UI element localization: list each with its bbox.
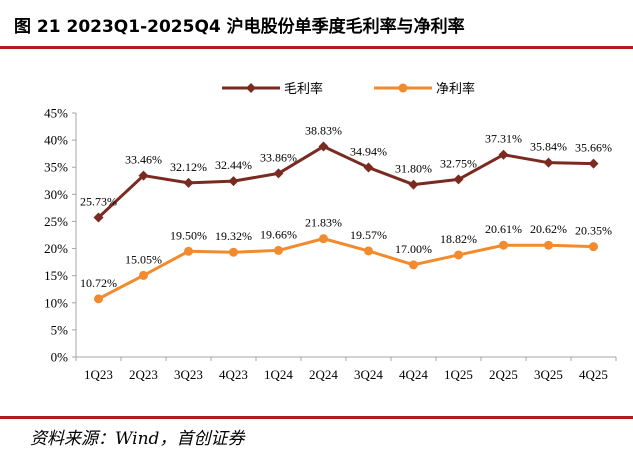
x-tick-label: 4Q25	[579, 367, 608, 382]
data-label-gross-margin: 34.94%	[350, 145, 387, 159]
axes: 0% 5% 10% 15% 20% 25% 30% 35% 40% 45% 1Q23 2Q23 3Q23…	[44, 106, 617, 382]
data-label-net-margin: 19.57%	[350, 228, 387, 242]
data-label-gross-margin: 37.31%	[485, 132, 522, 146]
data-label-net-margin: 20.62%	[530, 222, 567, 236]
data-label-net-margin: 20.35%	[575, 224, 612, 238]
y-tick-label: 20%	[44, 241, 68, 256]
x-tick-label: 1Q24	[264, 367, 293, 382]
x-tick-label: 2Q25	[489, 367, 518, 382]
data-point-net-margin	[274, 245, 283, 255]
data-label-net-margin: 19.32%	[215, 229, 252, 243]
data-point-net-margin	[544, 240, 553, 250]
y-tick-label: 25%	[44, 214, 68, 229]
data-label-net-margin: 21.83%	[305, 216, 342, 230]
data-labels: 25.73% 33.46% 32.12% 32.44% 33.86% 38.83% 34.9…	[80, 123, 612, 289]
data-point-gross-margin	[93, 212, 104, 223]
data-label-net-margin: 15.05%	[125, 252, 162, 266]
x-tick-label: 2Q24	[309, 367, 338, 382]
data-label-gross-margin: 33.46%	[125, 153, 162, 167]
y-tick-label: 15%	[44, 268, 68, 283]
data-point-gross-margin	[318, 141, 329, 152]
data-point-gross-margin	[273, 168, 284, 179]
data-point-net-margin	[319, 234, 328, 244]
data-label-net-margin: 10.72%	[80, 276, 117, 290]
data-point-net-margin	[139, 270, 148, 280]
data-point-net-margin	[94, 294, 103, 304]
source-note: 资料来源：Wind，首创证券	[30, 429, 245, 449]
data-point-net-margin	[499, 240, 508, 250]
y-tick-label: 45%	[44, 106, 68, 121]
data-point-net-margin	[364, 246, 373, 256]
data-point-gross-margin	[138, 170, 149, 181]
data-label-net-margin: 19.66%	[260, 227, 297, 241]
data-label-gross-margin: 32.44%	[215, 158, 252, 172]
data-point-gross-margin	[408, 179, 419, 190]
x-tick-label: 3Q25	[534, 367, 563, 382]
legend-label-net-margin: 净利率	[436, 81, 475, 97]
data-point-gross-margin	[363, 162, 374, 173]
data-point-gross-margin	[453, 174, 464, 185]
x-tick-label: 3Q23	[174, 367, 203, 382]
data-point-gross-margin	[183, 177, 194, 188]
x-tick-label: 1Q23	[84, 367, 113, 382]
title-rule	[0, 46, 633, 49]
y-tick-label: 0%	[51, 350, 69, 365]
x-tick-label: 2Q23	[129, 367, 158, 382]
data-label-net-margin: 20.61%	[485, 222, 522, 236]
y-tick-label: 35%	[44, 160, 68, 175]
data-point-net-margin	[589, 242, 598, 252]
data-point-gross-margin	[543, 157, 554, 168]
x-tick-label: 4Q24	[399, 367, 428, 382]
data-label-net-margin: 17.00%	[395, 242, 432, 256]
y-tick-label: 10%	[44, 295, 68, 310]
x-tick-label: 3Q24	[354, 367, 383, 382]
legend-marker-gross-margin	[246, 83, 256, 93]
data-label-gross-margin: 25.73%	[80, 194, 117, 208]
data-point-net-margin	[184, 246, 193, 256]
data-label-gross-margin: 33.86%	[260, 150, 297, 164]
data-point-net-margin	[454, 250, 463, 260]
data-label-net-margin: 19.50%	[170, 228, 207, 242]
data-point-gross-margin	[588, 158, 599, 169]
source-rule	[0, 416, 633, 419]
data-point-gross-margin	[498, 149, 509, 160]
x-tick-label: 1Q25	[444, 367, 473, 382]
figure-title: 图 21 2023Q1-2025Q4 沪电股份单季度毛利率与净利率	[14, 17, 465, 37]
series-layer	[93, 141, 599, 304]
y-tick-label: 30%	[44, 187, 68, 202]
data-label-gross-margin: 35.84%	[530, 140, 567, 154]
y-tick-label: 5%	[51, 322, 69, 337]
series-line-net-margin	[97, 237, 594, 301]
legend-marker-net-margin	[398, 83, 408, 93]
data-label-gross-margin: 32.75%	[440, 156, 477, 170]
data-point-gross-margin	[228, 176, 239, 187]
data-point-net-margin	[409, 260, 418, 270]
data-label-gross-margin: 31.80%	[395, 162, 432, 176]
legend: 毛利率 净利率	[222, 81, 475, 97]
y-tick-label: 40%	[44, 133, 68, 148]
legend-label-gross-margin: 毛利率	[284, 81, 323, 97]
data-point-net-margin	[229, 247, 238, 257]
data-label-net-margin: 18.82%	[440, 232, 477, 246]
x-tick-label: 4Q23	[219, 367, 248, 382]
data-label-gross-margin: 32.12%	[170, 160, 207, 174]
data-label-gross-margin: 38.83%	[305, 123, 342, 137]
series-line-gross-margin	[97, 144, 594, 219]
data-label-gross-margin: 35.66%	[575, 141, 612, 155]
